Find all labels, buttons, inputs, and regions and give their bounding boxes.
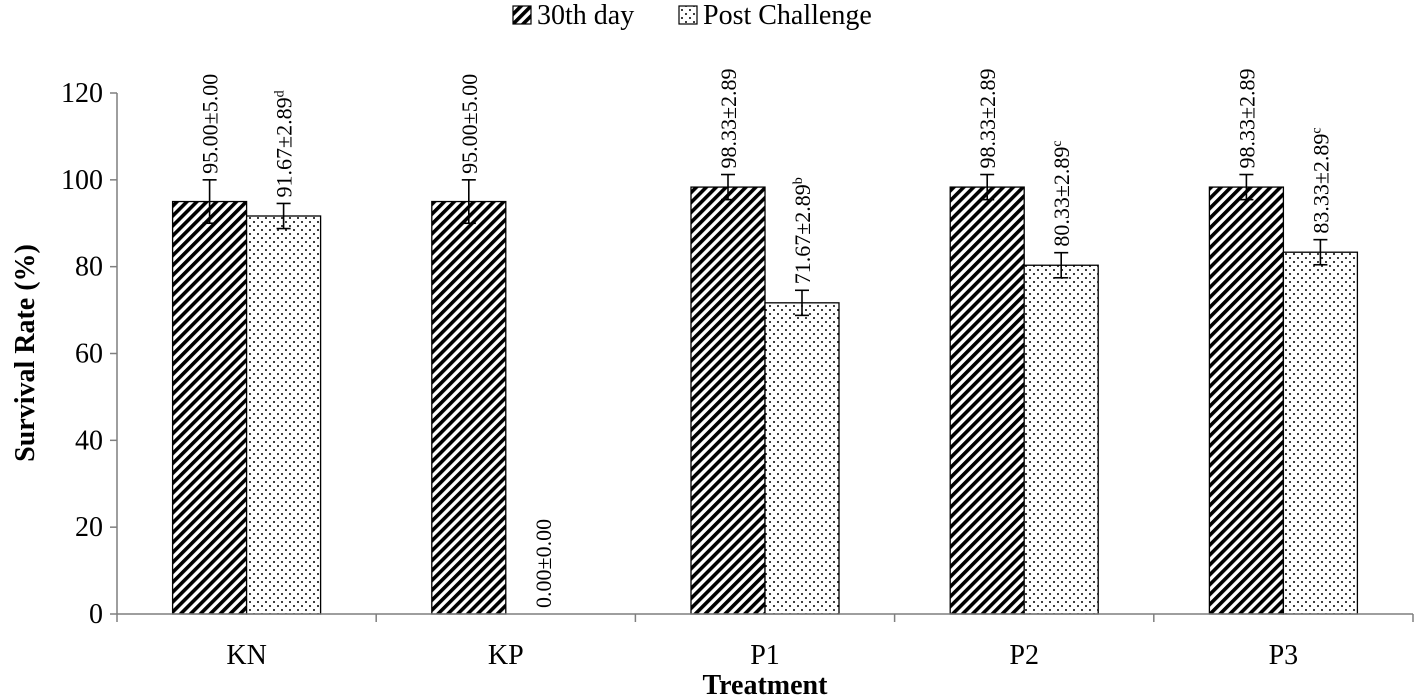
data-label-superscript: b [791, 177, 806, 184]
legend-label-post-challenge: Post Challenge [703, 0, 872, 31]
data-label-superscript: d [273, 90, 288, 97]
y-axis-ticks: 0 20 40 60 80 100 120 [61, 78, 117, 630]
y-axis-title: Survival Rate (%) [10, 244, 41, 462]
data-label-30th-day-kp: 95.00±5.00 [457, 74, 482, 174]
bar-30th-day-p1 [690, 186, 766, 615]
x-axis-ticks: KN KP P1 P2 P3 [116, 614, 1414, 671]
y-tick-label-100: 100 [61, 165, 103, 196]
x-axis-title: Treatment [703, 670, 829, 698]
x-tick-label-kn: KN [226, 640, 266, 671]
data-label-30th-day-kn: 95.00±5.00 [198, 74, 223, 174]
y-tick-label-80: 80 [75, 252, 103, 283]
data-label-30th-day-p3: 98.33±2.89 [1234, 68, 1259, 168]
y-tick-label-20: 20 [75, 512, 103, 543]
data-label-post-challenge-kp: 0.00±0.00 [531, 519, 556, 608]
y-tick-label-40: 40 [75, 425, 103, 456]
data-labels: 95.00±5.00 95.00±5.00 98.33±2.89 98.33±2.89… [198, 68, 1334, 608]
bars [171, 186, 1359, 615]
legend: 30th day Post Challenge [512, 0, 872, 31]
data-label-post-challenge-p3: 83.33±2.89c [1308, 127, 1333, 233]
data-label-30th-day-p2: 98.33±2.89 [975, 68, 1000, 168]
data-label-superscript: c [1309, 127, 1324, 133]
data-label-post-challenge-p1: 71.67±2.89b [790, 177, 815, 284]
x-tick-label-p2: P2 [1009, 640, 1039, 671]
y-tick-label-0: 0 [89, 599, 103, 630]
bar-post-challenge-p3 [1282, 251, 1359, 615]
bar-post-challenge-p2 [1023, 264, 1099, 615]
bar-post-challenge-p1 [764, 302, 840, 615]
bar-30th-day-kn [171, 200, 248, 615]
x-tick-label-p3: P3 [1269, 640, 1299, 671]
y-tick-label-120: 120 [61, 78, 103, 109]
bar-30th-day-p2 [949, 186, 1025, 615]
x-tick-label-p1: P1 [750, 640, 780, 671]
error-bars [202, 173, 1328, 317]
y-tick-label-60: 60 [75, 339, 103, 370]
data-label-post-challenge-p2: 80.33±2.89c [1049, 140, 1074, 246]
data-label-post-challenge-kn: 91.67±2.89d [272, 90, 297, 197]
legend-swatch-post-challenge [678, 5, 698, 25]
bar-post-challenge-kn [245, 215, 322, 615]
bar-30th-day-p3 [1208, 186, 1285, 615]
bar-30th-day-kp [431, 200, 507, 615]
data-label-superscript: c [1050, 140, 1065, 146]
legend-label-30th-day: 30th day [537, 0, 634, 31]
data-label-30th-day-p1: 98.33±2.89 [716, 68, 741, 168]
x-tick-label-kp: KP [488, 640, 524, 671]
legend-swatch-30th-day [512, 5, 532, 25]
